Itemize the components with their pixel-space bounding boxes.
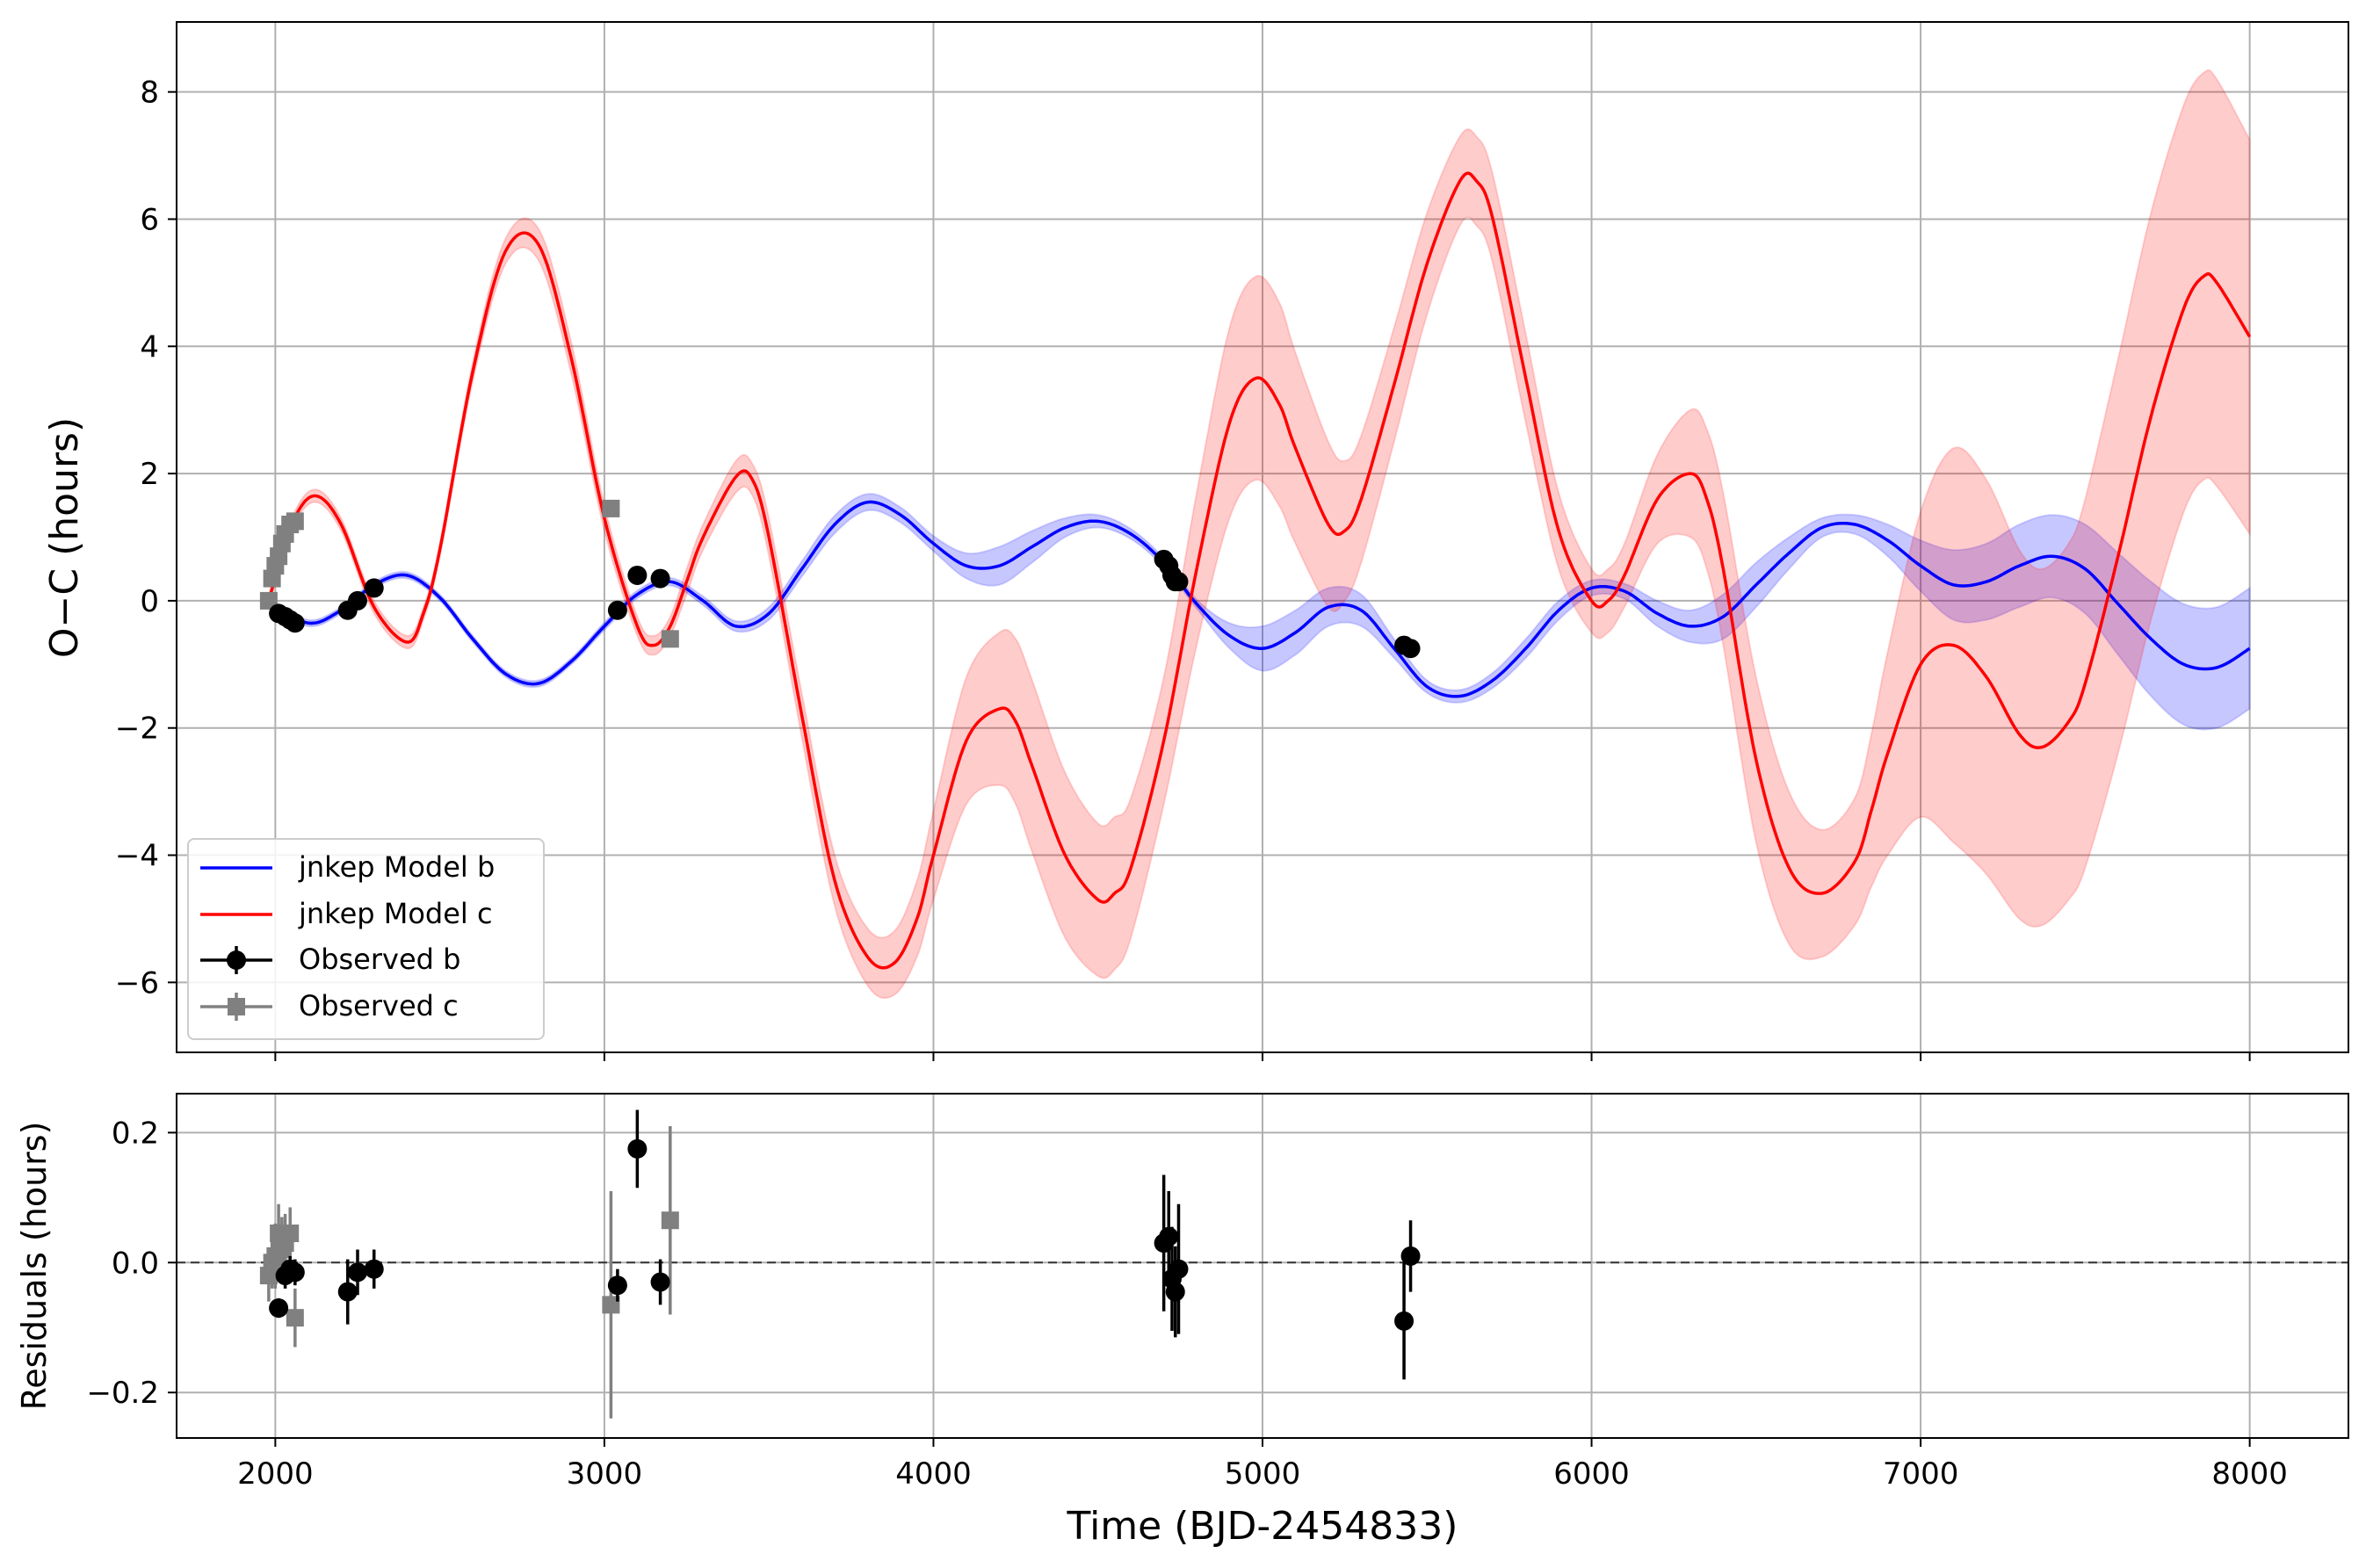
bottom-y-tick-label: −0.2 xyxy=(86,1376,159,1411)
top-y-tick-label: −2 xyxy=(115,712,159,747)
residual-b-point xyxy=(650,1272,670,1292)
residual-b-point xyxy=(627,1138,648,1159)
residual-b-point xyxy=(1165,1282,1185,1302)
bottom-y-tick-label: 0.0 xyxy=(112,1246,159,1281)
observed-b-points xyxy=(269,549,1421,659)
residual-b-point xyxy=(364,1259,384,1279)
observed-c-point xyxy=(661,630,679,648)
bottom-grid xyxy=(177,1094,2348,1438)
observed-c-point xyxy=(259,591,278,610)
residuals-panel: 2000 3000 4000 5000 6000 7000 8000 0.2 0.0 −0.2 R… xyxy=(15,1093,2349,1549)
observed-b-point xyxy=(285,613,305,633)
residual-b-point xyxy=(1400,1246,1421,1266)
model-c-uncertainty-band xyxy=(267,69,2251,1000)
observed-b-point xyxy=(1169,572,1189,592)
bottom-x-tick-label: 2000 xyxy=(237,1456,314,1492)
residual-b-point xyxy=(285,1262,305,1283)
oc-panel: 8 6 4 2 0 −2 −4 −6 O−C (hours) jnkep Model b jn… xyxy=(42,21,2349,1061)
bottom-ticks: 2000 3000 4000 5000 6000 7000 8000 0.2 0.0 −0.2 xyxy=(86,1116,2287,1492)
bottom-x-tick-label: 5000 xyxy=(1225,1456,1301,1492)
bottom-x-tick-label: 4000 xyxy=(895,1456,972,1492)
bottom-x-tick-label: 3000 xyxy=(567,1456,643,1492)
observed-b-point xyxy=(627,565,648,585)
bottom-y-axis-label: Residuals (hours) xyxy=(15,1122,54,1411)
top-y-tick-label: 2 xyxy=(140,457,159,492)
legend-label-model-c: jnkep Model c xyxy=(298,897,493,930)
observed-b-point xyxy=(1400,639,1421,659)
observed-c-point xyxy=(286,512,304,531)
top-y-tick-label: 6 xyxy=(140,202,159,237)
bottom-x-tick-label: 8000 xyxy=(2211,1456,2288,1492)
model-c-line xyxy=(267,171,2252,970)
residual-b-point xyxy=(1394,1311,1415,1331)
legend-frame xyxy=(187,838,545,1040)
top-y-axis-label: O−C (hours) xyxy=(42,417,87,658)
legend: jnkep Model b jnkep Model c Observed b O… xyxy=(187,838,545,1040)
top-ticks: 8 6 4 2 0 −2 −4 −6 xyxy=(115,76,2251,1061)
legend-label-observed-b: Observed b xyxy=(299,943,460,976)
bottom-x-tick-label: 6000 xyxy=(1553,1456,1630,1492)
legend-swatch-observed-c xyxy=(200,993,272,1021)
legend-label-model-b: jnkep Model b xyxy=(298,850,495,884)
top-y-tick-label: 4 xyxy=(140,329,159,365)
residual-c-point xyxy=(602,1296,620,1314)
x-axis-label: Time (BJD-2454833) xyxy=(1067,1504,1458,1549)
bottom-y-tick-label: 0.2 xyxy=(112,1116,159,1151)
top-y-tick-label: −6 xyxy=(115,965,159,1001)
residual-b-point xyxy=(337,1282,358,1302)
top-y-tick-label: 8 xyxy=(140,76,159,111)
residual-b-point xyxy=(1169,1259,1189,1279)
observed-b-point xyxy=(364,578,384,598)
residual-c-point xyxy=(286,1309,304,1327)
residuals-c-points xyxy=(259,1125,679,1419)
model-b-line xyxy=(267,500,2251,698)
observed-b-point xyxy=(348,590,367,611)
residual-b-point xyxy=(348,1262,367,1283)
model-b-uncertainty-band xyxy=(267,493,2251,731)
residuals-b-points xyxy=(269,1109,1421,1380)
top-grid xyxy=(177,22,2348,1052)
residual-b-point xyxy=(1159,1226,1179,1246)
residual-b-point xyxy=(269,1298,289,1319)
residual-c-point xyxy=(661,1211,679,1230)
residual-c-point xyxy=(281,1225,300,1243)
top-y-tick-label: 0 xyxy=(140,584,159,619)
bottom-x-tick-label: 7000 xyxy=(1883,1456,1959,1492)
observed-c-points xyxy=(259,499,679,648)
legend-swatch-observed-b xyxy=(200,946,272,974)
residual-b-point xyxy=(607,1275,627,1296)
observed-b-point xyxy=(650,568,670,589)
observed-b-point xyxy=(607,600,627,620)
legend-label-observed-c: Observed c xyxy=(299,989,459,1022)
observed-c-point xyxy=(602,499,620,517)
top-y-tick-label: −4 xyxy=(115,839,159,874)
